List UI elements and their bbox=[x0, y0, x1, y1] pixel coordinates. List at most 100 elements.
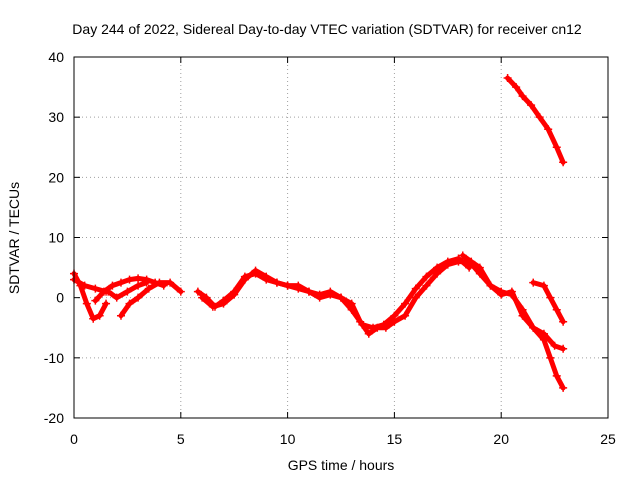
data-point bbox=[552, 143, 561, 152]
series-arc-7 bbox=[198, 254, 474, 332]
series-arc-9 bbox=[465, 257, 568, 353]
data-point bbox=[518, 311, 527, 320]
data-point bbox=[358, 320, 367, 329]
data-point bbox=[315, 293, 324, 302]
y-tick-label: 30 bbox=[48, 109, 64, 125]
data-point bbox=[503, 74, 512, 83]
series-line bbox=[466, 259, 566, 352]
data-point bbox=[219, 299, 228, 308]
data-point bbox=[401, 299, 410, 308]
series-arc-11 bbox=[503, 74, 568, 167]
data-point bbox=[535, 113, 544, 122]
data-point bbox=[422, 281, 431, 290]
series-arc-8 bbox=[458, 251, 568, 392]
series-arc-4 bbox=[116, 278, 185, 320]
data-point bbox=[272, 278, 281, 287]
x-tick-label: 25 bbox=[600, 431, 616, 447]
data-point bbox=[559, 317, 568, 326]
data-series bbox=[70, 74, 568, 392]
data-point bbox=[125, 275, 134, 284]
data-point bbox=[176, 287, 185, 296]
axis-ticks: 0 5 10 15 20 25 -20 -10 0 10 20 30 40 bbox=[44, 49, 616, 447]
y-tick-label: 20 bbox=[48, 169, 64, 185]
x-tick-label: 5 bbox=[177, 431, 185, 447]
data-point bbox=[125, 299, 134, 308]
data-point bbox=[104, 287, 113, 296]
series-arc-1 bbox=[70, 269, 111, 323]
data-point bbox=[559, 383, 568, 392]
data-point bbox=[116, 311, 125, 320]
data-point bbox=[89, 314, 98, 323]
data-point bbox=[539, 281, 548, 290]
data-point bbox=[497, 290, 506, 299]
data-point bbox=[108, 281, 117, 290]
data-point bbox=[304, 287, 313, 296]
y-tick-label: 0 bbox=[56, 290, 64, 306]
data-point bbox=[134, 293, 143, 302]
series-line bbox=[199, 256, 472, 331]
data-point bbox=[433, 263, 442, 272]
y-tick-label: -10 bbox=[44, 350, 64, 366]
series-line bbox=[71, 277, 109, 295]
data-point bbox=[134, 281, 143, 290]
data-point bbox=[123, 287, 132, 296]
data-point bbox=[507, 287, 516, 296]
x-axis-label: GPS time / hours bbox=[288, 457, 395, 473]
data-point bbox=[529, 278, 538, 287]
data-point bbox=[546, 353, 555, 362]
data-point bbox=[411, 293, 420, 302]
data-point bbox=[401, 311, 410, 320]
data-point bbox=[198, 293, 207, 302]
data-point bbox=[544, 125, 553, 134]
data-point bbox=[116, 278, 125, 287]
data-point bbox=[369, 323, 378, 332]
data-point bbox=[134, 274, 143, 283]
data-point bbox=[166, 278, 175, 287]
y-tick-label: 40 bbox=[48, 49, 64, 65]
chart-title: Day 244 of 2022, Sidereal Day-to-day VTE… bbox=[72, 21, 582, 37]
data-point bbox=[390, 311, 399, 320]
x-tick-label: 0 bbox=[70, 431, 78, 447]
data-point bbox=[155, 278, 164, 287]
data-point bbox=[326, 290, 335, 299]
data-point bbox=[486, 281, 495, 290]
data-point bbox=[411, 284, 420, 293]
data-point bbox=[240, 275, 249, 284]
data-point bbox=[82, 299, 91, 308]
series-line bbox=[530, 280, 566, 325]
y-tick-label: 10 bbox=[48, 230, 64, 246]
data-point bbox=[142, 278, 151, 287]
data-point bbox=[251, 266, 260, 275]
data-point bbox=[230, 290, 239, 299]
series-arc-10 bbox=[529, 278, 568, 326]
data-point bbox=[518, 92, 527, 101]
data-point bbox=[347, 305, 356, 314]
data-point bbox=[95, 311, 104, 320]
data-point bbox=[465, 257, 474, 266]
data-point bbox=[80, 281, 89, 290]
data-point bbox=[193, 287, 202, 296]
data-point bbox=[529, 323, 538, 332]
data-point bbox=[91, 296, 100, 305]
data-point bbox=[475, 269, 484, 278]
data-point bbox=[552, 371, 561, 380]
grid bbox=[74, 57, 608, 418]
data-point bbox=[102, 299, 111, 308]
y-tick-label: -20 bbox=[44, 410, 64, 426]
data-point bbox=[552, 305, 561, 314]
data-point bbox=[262, 272, 271, 281]
x-tick-label: 20 bbox=[493, 431, 509, 447]
data-point bbox=[454, 254, 463, 263]
data-point bbox=[144, 284, 153, 293]
series-line bbox=[460, 253, 566, 391]
series-line bbox=[505, 75, 566, 165]
data-point bbox=[364, 329, 373, 338]
data-point bbox=[512, 83, 521, 92]
data-point bbox=[208, 302, 217, 311]
series-arc-5 bbox=[104, 278, 151, 302]
data-point bbox=[546, 293, 555, 302]
data-point bbox=[458, 251, 467, 260]
x-tick-label: 15 bbox=[387, 431, 403, 447]
data-point bbox=[559, 158, 568, 167]
data-point bbox=[559, 344, 568, 353]
